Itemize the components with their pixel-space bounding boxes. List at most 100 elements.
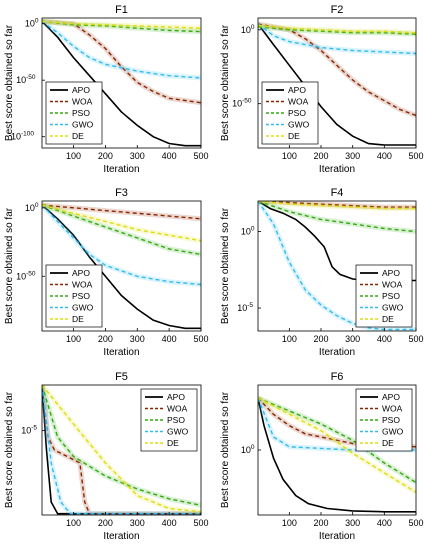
series-band-pso [42,202,201,257]
chart-panel-f4: 100 200 300 400 500 100 10-5 F4 Iteration Best sc… [220,187,424,358]
y-tick-label: 10-5 [237,302,253,313]
series-line-gwo [258,201,416,331]
y-tick-label: 10-50 [16,270,36,281]
x-tick-label: 300 [130,334,145,344]
x-tick-label: 200 [98,151,113,161]
y-tick-label: 10-100 [11,131,34,142]
y-tick-label: 100 [25,18,39,29]
series-line-gwo [42,20,201,79]
legend-label-woa: WOA [72,97,93,107]
x-tick-label: 200 [98,334,113,344]
legend-label-de: DE [72,131,84,141]
legend-label-pso: PSO [382,291,400,301]
y-axis-label: Best score obtained so far [220,391,231,508]
plot-area [41,384,202,516]
x-tick-label: 500 [193,151,208,161]
x-tick-label: 200 [313,151,328,161]
legend-label-apo: APO [382,392,400,402]
y-axis-label: Best score obtained so far [4,207,15,324]
x-tick-label: 500 [193,518,208,528]
series-line-gwo [42,204,201,286]
series-line-woa [42,204,201,220]
x-tick-label: 400 [377,518,392,528]
chart-title: F1 [115,4,128,16]
x-tick-label: 300 [345,334,360,344]
x-tick-label: 400 [377,151,392,161]
x-tick-label: 400 [162,151,177,161]
series-line-apo [258,397,416,513]
legend-label-pso: PSO [72,108,90,118]
x-axis-label: Iteration [319,164,355,175]
x-axis-label: Iteration [103,164,139,175]
x-tick-label: 200 [313,518,328,528]
x-tick-label: 400 [162,518,177,528]
legend-label-gwo: GWO [382,427,404,437]
series-line-woa [258,201,416,208]
legend-label-gwo: GWO [72,120,94,130]
plot-area [41,200,202,332]
x-tick-label: 100 [282,334,297,344]
x-tick-label: 500 [408,151,423,161]
legend-label-gwo: GWO [382,303,404,313]
y-tick-label: 100 [241,444,255,455]
series-line-de [258,397,416,493]
series-line-apo [258,201,416,282]
y-axis-label: Best score obtained so far [4,24,15,141]
series-line-pso [42,385,201,506]
x-tick-label: 300 [130,518,145,528]
y-tick-label: 10-5 [21,425,37,436]
x-axis-label: Iteration [319,347,355,358]
legend-label-pso: PSO [167,415,185,425]
x-axis-label: Iteration [319,531,355,542]
legend-label-de: DE [167,438,179,448]
legend-label-gwo: GWO [72,303,94,313]
chart-title: F2 [331,4,344,16]
chart-title: F4 [331,187,344,199]
legend-label-woa: WOA [382,404,403,414]
x-tick-label: 100 [66,151,81,161]
y-tick-label: 100 [241,226,255,237]
x-tick-label: 500 [193,334,208,344]
chart-panel-f1: 100 200 300 400 500 100 10-50 10-100 F1 Iteration… [4,4,209,175]
legend-label-woa: WOA [382,280,403,290]
legend-label-woa: WOA [72,280,93,290]
x-tick-label: 300 [345,151,360,161]
legend-label-woa: WOA [167,404,188,414]
legend-label-de: DE [72,314,84,324]
legend-label-de: DE [382,314,394,324]
series-line-de [42,20,201,29]
series-band-gwo [258,21,416,56]
chart-title: F3 [115,187,128,199]
series-line-de [42,204,201,242]
x-tick-label: 100 [282,151,297,161]
x-tick-label: 500 [408,334,423,344]
y-tick-label: 10-50 [232,98,252,109]
series-line-de [258,24,416,34]
plot-area [41,17,202,149]
chart-panel-f5: 100 200 300 400 500 10-5 F5 Iteration Best score… [4,371,209,542]
y-axis-label: Best score obtained so far [4,391,15,508]
x-tick-label: 100 [66,518,81,528]
x-axis-label: Iteration [103,347,139,358]
chart-panel-f3: 100 200 300 400 500 100 10-50 F3 Iteration Best s… [4,187,209,358]
y-tick-label: 10-50 [16,74,36,85]
legend-label-de: DE [382,438,394,448]
series-line-apo [258,23,416,146]
series-line-woa [42,20,201,104]
legend-label-woa: WOA [288,97,309,107]
legend-label-gwo: GWO [288,120,310,130]
legend-label-apo: APO [72,85,90,95]
legend-label-pso: PSO [382,415,400,425]
chart-title: F6 [331,371,344,383]
series-line-pso [258,397,416,484]
series-line-de [258,201,416,210]
series-line-apo [42,20,201,147]
chart-panel-f6: 100 200 300 400 500 100 F6 Iteration Best score … [220,371,424,542]
x-tick-label: 500 [408,518,423,528]
plot-area [257,17,417,149]
